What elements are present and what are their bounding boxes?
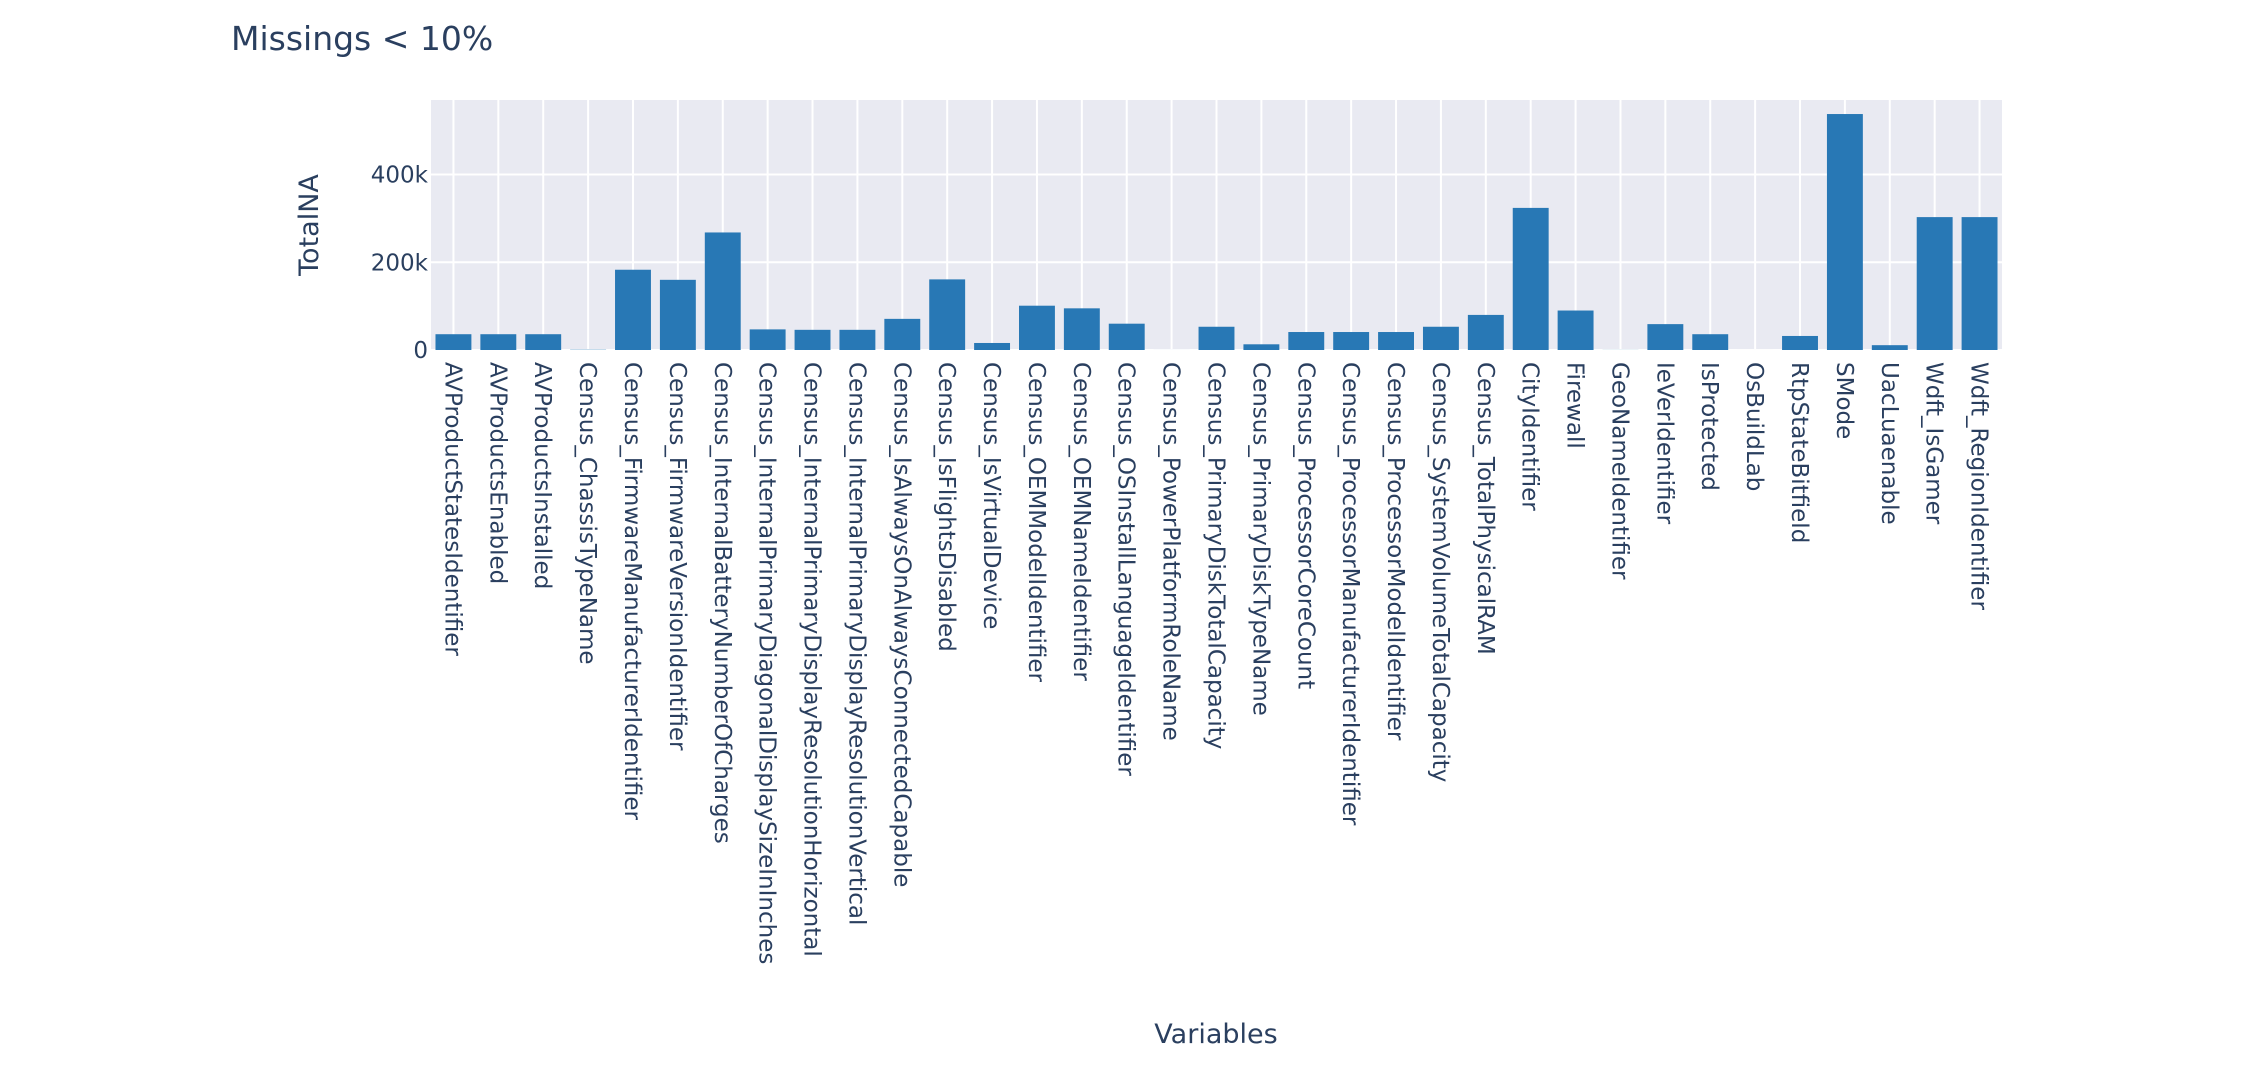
x-tick-label: SMode (1831, 362, 1857, 439)
x-tick-label: IeVerIdentifier (1651, 362, 1677, 525)
x-tick-label: Census_ProcessorCoreCount (1292, 362, 1318, 689)
x-tick-label: Wdft_RegionIdentifier (1966, 362, 1992, 610)
chart-title: Missings < 10% (231, 19, 493, 58)
x-tick-label: Census_FirmwareManufacturerIdentifier (619, 362, 645, 820)
x-tick-label: Census_PowerPlatformRoleName (1158, 362, 1184, 741)
y-tick-label: 0 (413, 338, 428, 364)
bar[interactable] (1378, 332, 1414, 350)
x-tick-label: Census_SystemVolumeTotalCapacity (1427, 362, 1453, 782)
bar[interactable] (1692, 334, 1729, 350)
y-axis-ticks: 0 200k 400k (371, 163, 429, 364)
bar[interactable] (615, 269, 651, 350)
bar[interactable] (1288, 332, 1325, 350)
x-tick-label: Census_ProcessorManufacturerIdentifier (1337, 362, 1363, 826)
bar[interactable] (749, 329, 786, 350)
bar[interactable] (480, 334, 517, 350)
x-tick-label: Census_OEMModelIdentifier (1023, 362, 1049, 683)
y-tick-label: 200k (371, 250, 429, 276)
bar[interactable] (1916, 217, 1953, 350)
bar[interactable] (1108, 323, 1145, 350)
x-tick-label: Census_IsAlwaysOnAlwaysConnectedCapable (888, 362, 914, 887)
bar[interactable] (884, 318, 921, 350)
x-tick-label: RtpStateBitfield (1786, 362, 1812, 543)
x-tick-label: CityIdentifier (1517, 362, 1543, 511)
bar[interactable] (1422, 326, 1459, 350)
x-tick-label: Census_OSInstallLanguageIdentifier (1113, 362, 1139, 776)
bar[interactable] (1961, 217, 1998, 350)
x-tick-label: Census_IsFlightsDisabled (933, 362, 959, 652)
bar[interactable] (1557, 310, 1594, 350)
bar[interactable] (929, 279, 966, 350)
bar[interactable] (1782, 335, 1818, 350)
x-tick-label: Census_IsVirtualDevice (978, 362, 1004, 629)
bar[interactable] (794, 329, 831, 350)
bar[interactable] (1198, 326, 1235, 350)
x-tick-label: Firewall (1562, 362, 1588, 449)
bar[interactable] (1826, 114, 1863, 350)
x-axis-ticks: AVProductStatesIdentifier AVProductsEnabl… (439, 362, 1991, 964)
x-tick-label: Census_InternalBatteryNumberOfCharges (709, 362, 735, 844)
bar[interactable] (1512, 207, 1549, 350)
bar[interactable] (839, 329, 876, 350)
y-axis-title: TotalNA (294, 174, 325, 277)
bars (435, 114, 1998, 350)
bar[interactable] (974, 342, 1011, 350)
bar[interactable] (1063, 308, 1100, 350)
x-tick-label: Census_FirmwareVersionIdentifier (664, 362, 690, 751)
x-tick-label: Census_InternalPrimaryDisplayResolutionV… (843, 362, 869, 925)
x-tick-label: Census_InternalPrimaryDiagonalDisplaySiz… (754, 362, 780, 964)
x-tick-label: GeoNameIdentifier (1606, 362, 1632, 580)
x-tick-label: Census_PrimaryDiskTypeName (1247, 362, 1273, 716)
bar[interactable] (1243, 344, 1280, 350)
bar[interactable] (1647, 324, 1684, 350)
x-tick-label: AVProductsEnabled (484, 362, 510, 584)
bar[interactable] (1333, 332, 1370, 350)
bar[interactable] (1019, 305, 1055, 350)
x-tick-label: Census_ProcessorModelIdentifier (1382, 362, 1408, 741)
x-tick-label: AVProductsInstalled (529, 362, 555, 589)
x-tick-label: UacLuaenable (1876, 362, 1902, 525)
x-tick-label: Census_ChassisTypeName (574, 362, 600, 665)
x-tick-label: IsProtected (1696, 362, 1722, 491)
bar[interactable] (704, 232, 741, 350)
bar[interactable] (1467, 314, 1504, 350)
y-tick-label: 400k (371, 163, 429, 189)
x-tick-label: Census_TotalPhysicalRAM (1472, 362, 1498, 655)
bar[interactable] (525, 334, 562, 350)
bar[interactable] (659, 279, 696, 350)
x-tick-label: AVProductStatesIdentifier (439, 362, 465, 656)
bar[interactable] (1871, 345, 1908, 350)
x-tick-label: Wdft_IsGamer (1921, 362, 1947, 525)
x-tick-label: Census_OEMNameIdentifier (1068, 362, 1094, 681)
x-axis-title: Variables (1154, 1019, 1277, 1050)
x-tick-label: Census_PrimaryDiskTotalCapacity (1203, 362, 1229, 749)
x-tick-label: Census_InternalPrimaryDisplayResolutionH… (799, 362, 825, 957)
x-tick-label: OsBuildLab (1741, 362, 1767, 491)
bar[interactable] (435, 334, 472, 350)
